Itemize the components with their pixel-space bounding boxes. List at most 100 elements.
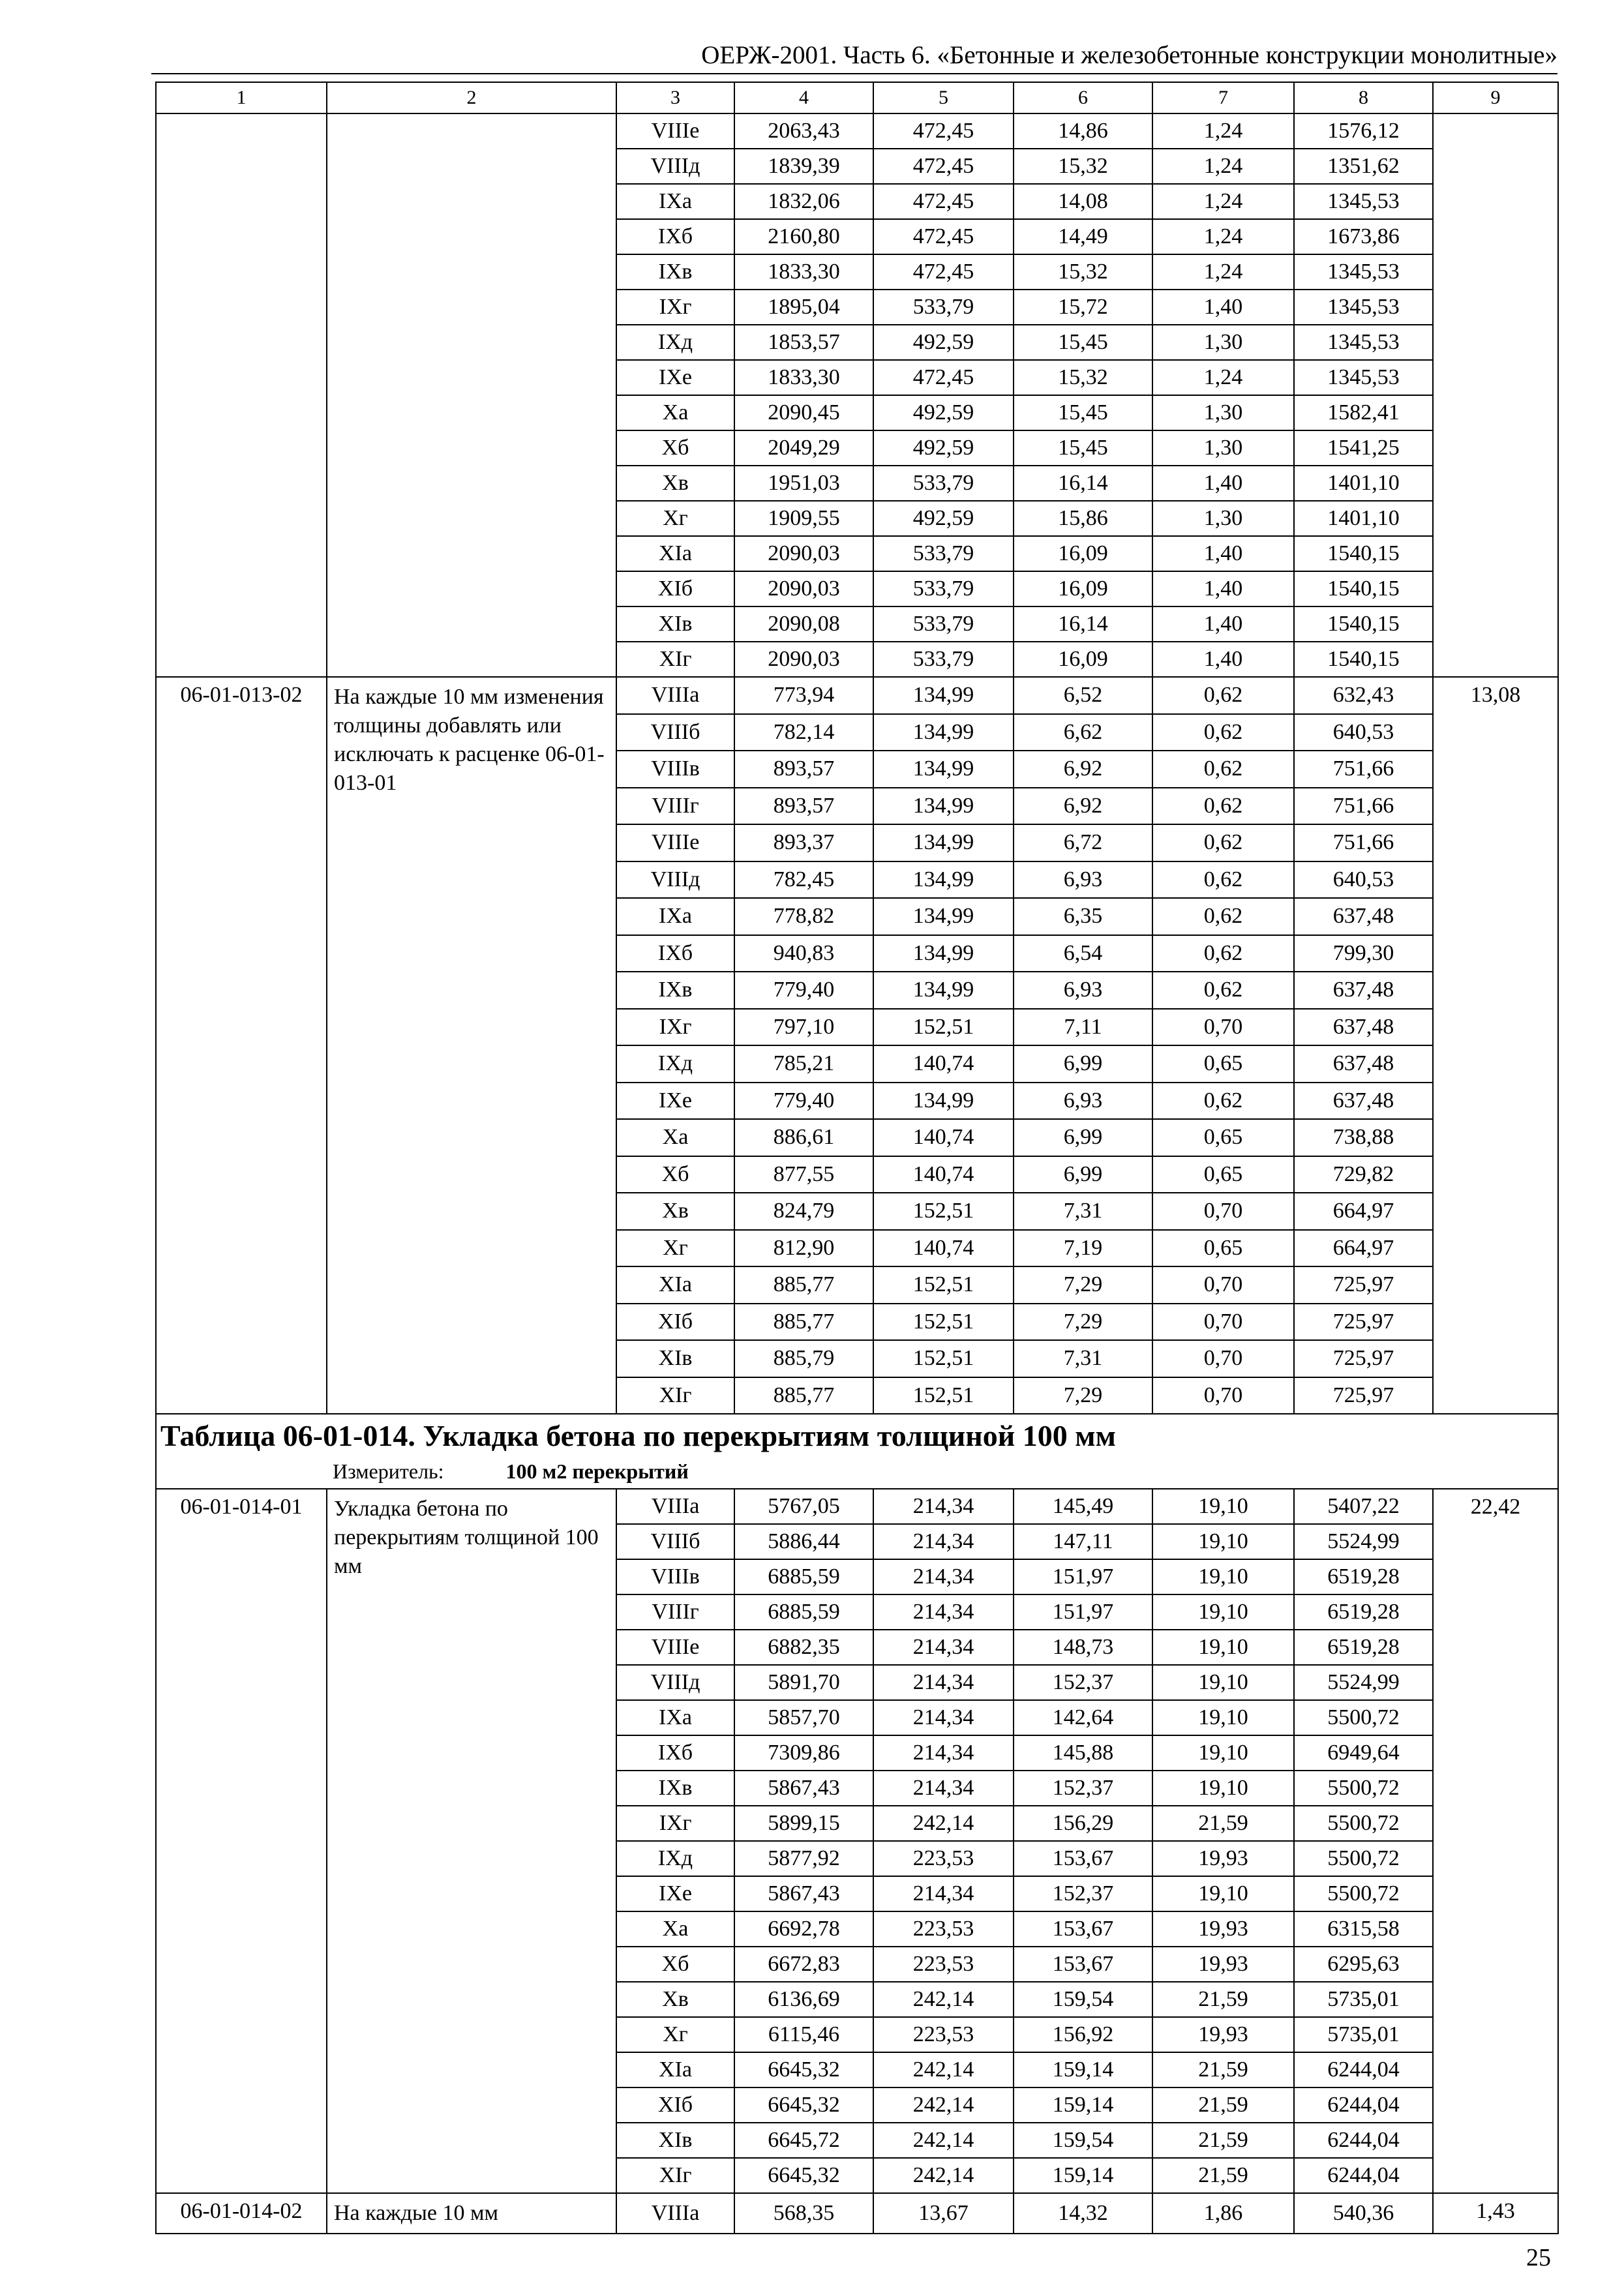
direct-costs-cell: 7309,86 (734, 1735, 874, 1771)
table-row: IXд 5877,92 223,53 153,67 19,93 5500,72 (156, 1840, 1558, 1877)
table-row: IXа 5857,70 214,34 142,64 19,10 5500,72 (156, 1699, 1558, 1736)
machine-costs-cell: 16,14 (1013, 606, 1153, 642)
machine-costs-cell: 145,49 (1013, 1488, 1153, 1525)
class-cell: IXб (616, 218, 735, 255)
machinist-wages-cell: 1,24 (1152, 148, 1295, 185)
machine-costs-cell: 7,29 (1013, 1302, 1153, 1341)
materials-cost-cell: 637,48 (1293, 1045, 1434, 1083)
table-row: Xб 877,55 140,74 6,99 0,65 729,82 (156, 1155, 1558, 1193)
machine-costs-cell: 6,92 (1013, 750, 1153, 788)
running-title: ОЕРЖ-2001. Часть 6. «Бетонные и железобе… (701, 41, 1557, 69)
materials-cost-cell: 725,97 (1293, 1266, 1434, 1304)
machine-costs-cell: 15,45 (1013, 395, 1153, 431)
machine-costs-cell: 142,64 (1013, 1699, 1153, 1736)
materials-cost-cell: 6244,04 (1293, 2157, 1434, 2194)
class-cell: VIIIг (616, 1594, 735, 1630)
machinist-wages-cell: 1,24 (1152, 254, 1295, 290)
table-row: IXд 1853,57 492,59 15,45 1,30 1345,53 (156, 324, 1558, 361)
class-cell: IXа (616, 1699, 735, 1736)
labor-wages-cell: 214,34 (873, 1523, 1014, 1560)
materials-cost-cell: 637,48 (1293, 971, 1434, 1010)
table-row: Xв 824,79 152,51 7,31 0,70 664,97 (156, 1192, 1558, 1231)
table-row: XIб 885,77 152,51 7,29 0,70 725,97 (156, 1302, 1558, 1341)
table-row: XIв 2090,08 533,79 16,14 1,40 1540,15 (156, 606, 1558, 642)
direct-costs-cell: 2160,80 (734, 218, 874, 255)
materials-cost-cell: 751,66 (1293, 750, 1434, 788)
class-cell: IXе (616, 1081, 735, 1120)
machine-costs-cell: 15,86 (1013, 500, 1153, 537)
class-cell: VIIIа (616, 1488, 735, 1525)
materials-cost-cell: 725,97 (1293, 1339, 1434, 1378)
class-cell: XIа (616, 535, 735, 572)
column-number: 2 (326, 82, 617, 114)
machinist-wages-cell: 1,40 (1152, 606, 1295, 642)
table-row: XIа 6645,32 242,14 159,14 21,59 6244,04 (156, 2052, 1558, 2088)
direct-costs-cell: 5867,43 (734, 1876, 874, 1912)
materials-cost-cell: 5500,72 (1293, 1699, 1434, 1736)
table-row: Xа 2090,45 492,59 15,45 1,30 1582,41 (156, 395, 1558, 431)
materials-cost-cell: 6244,04 (1293, 2052, 1434, 2088)
table-row: 06-01-014-01 Укладка бетона по перекрытия… (155, 1488, 1559, 2194)
labor-wages-cell: 533,79 (873, 535, 1014, 572)
machine-costs-cell: 14,86 (1013, 113, 1153, 149)
machine-costs-cell: 7,11 (1013, 1008, 1153, 1046)
table-row: VIIIд 5891,70 214,34 152,37 19,10 5524,99 (156, 1664, 1558, 1701)
table-row: Xг 812,90 140,74 7,19 0,65 664,97 (156, 1229, 1558, 1267)
machinist-wages-cell: 1,40 (1152, 571, 1295, 607)
table-row: IXе 779,40 134,99 6,93 0,62 637,48 (156, 1081, 1558, 1120)
direct-costs-cell: 2090,45 (734, 395, 874, 431)
column-number: 5 (873, 82, 1014, 114)
direct-costs-cell: 5886,44 (734, 1523, 874, 1560)
machinist-wages-cell: 0,65 (1152, 1045, 1295, 1083)
machine-costs-cell: 151,97 (1013, 1594, 1153, 1630)
class-cell: Xа (616, 1911, 735, 1947)
machine-costs-cell: 14,08 (1013, 183, 1153, 220)
labor-wages-cell: 152,51 (873, 1339, 1014, 1378)
machinist-wages-cell: 1,40 (1152, 465, 1295, 501)
machinist-wages-cell: 0,70 (1152, 1266, 1295, 1304)
direct-costs-cell: 6645,32 (734, 2157, 874, 2194)
table-row: VIIIб 5886,44 214,34 147,11 19,10 5524,99 (156, 1523, 1558, 1560)
machinist-wages-cell: 0,62 (1152, 1081, 1295, 1120)
table-row: IXв 779,40 134,99 6,93 0,62 637,48 (156, 971, 1558, 1010)
table-row: Xа 6692,78 223,53 153,67 19,93 6315,58 (156, 1911, 1558, 1947)
labor-wages-cell: 492,59 (873, 324, 1014, 361)
machine-costs-cell: 15,32 (1013, 148, 1153, 185)
machine-costs-cell: 15,32 (1013, 254, 1153, 290)
materials-cost-cell: 6244,04 (1293, 2087, 1434, 2123)
materials-cost-cell: 6244,04 (1293, 2122, 1434, 2159)
machinist-wages-cell: 1,40 (1152, 641, 1295, 678)
machine-costs-cell: 147,11 (1013, 1523, 1153, 1560)
labor-wages-cell: 214,34 (873, 1629, 1014, 1666)
machinist-wages-cell: 21,59 (1152, 1981, 1295, 2018)
labor-wages-cell: 492,59 (873, 500, 1014, 537)
table-title: Таблица 06-01-014. Укладка бетона по пер… (160, 1419, 1116, 1452)
direct-costs-cell: 5857,70 (734, 1699, 874, 1736)
machine-costs-cell: 6,99 (1013, 1155, 1153, 1193)
table-row: VIIIд 782,45 134,99 6,93 0,62 640,53 (156, 860, 1558, 899)
direct-costs-cell: 782,45 (734, 860, 874, 899)
class-cell: VIIIе (616, 113, 735, 149)
machine-costs-cell: 153,67 (1013, 1911, 1153, 1947)
materials-cost-cell: 5500,72 (1293, 1770, 1434, 1806)
labor-wages-cell: 134,99 (873, 934, 1014, 972)
materials-cost-cell: 738,88 (1293, 1118, 1434, 1157)
machinist-wages-cell: 19,93 (1152, 1911, 1295, 1947)
machinist-wages-cell: 19,10 (1152, 1735, 1295, 1771)
machinist-wages-cell: 21,59 (1152, 1805, 1295, 1842)
machine-costs-cell: 151,97 (1013, 1559, 1153, 1595)
labor-wages-cell: 152,51 (873, 1008, 1014, 1046)
machinist-wages-cell: 1,30 (1152, 395, 1295, 431)
table-row: IXб 940,83 134,99 6,54 0,62 799,30 (156, 934, 1558, 972)
materials-cost-cell: 1540,15 (1293, 641, 1434, 678)
rate-description: Укладка бетона по перекрытиям толщиной 1… (326, 1488, 617, 2194)
labor-wages-cell: 492,59 (873, 430, 1014, 466)
direct-costs-cell: 6645,32 (734, 2087, 874, 2123)
materials-cost-cell: 637,48 (1293, 1081, 1434, 1120)
materials-cost-cell: 640,53 (1293, 860, 1434, 899)
class-cell: Xб (616, 430, 735, 466)
class-cell: VIIIв (616, 1559, 735, 1595)
class-cell: Xг (616, 1229, 735, 1267)
labor-wages-cell: 242,14 (873, 2087, 1014, 2123)
